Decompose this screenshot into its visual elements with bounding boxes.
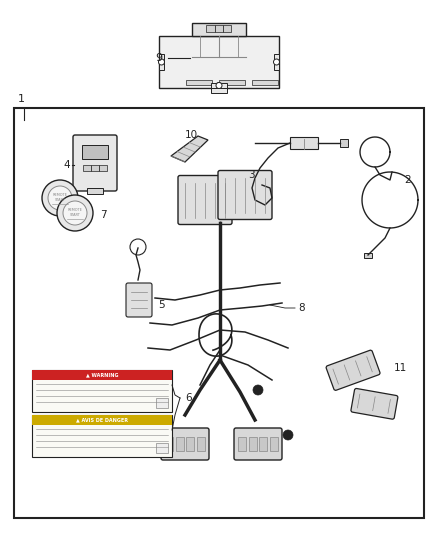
Text: ▲ AVIS DE DANGER: ▲ AVIS DE DANGER — [76, 417, 128, 423]
Polygon shape — [171, 136, 208, 162]
Bar — [270, 437, 278, 451]
Bar — [252, 80, 279, 85]
Bar — [215, 25, 223, 31]
Text: 2: 2 — [404, 175, 411, 185]
Bar — [99, 165, 107, 171]
Bar — [159, 36, 279, 88]
Text: ▲ WARNING: ▲ WARNING — [86, 373, 118, 377]
Text: 4: 4 — [63, 160, 70, 170]
FancyBboxPatch shape — [73, 135, 117, 191]
Text: 9: 9 — [155, 53, 162, 63]
Bar — [206, 25, 215, 31]
FancyBboxPatch shape — [326, 350, 380, 390]
Bar — [274, 54, 279, 70]
Circle shape — [216, 83, 222, 88]
Bar — [219, 80, 245, 85]
Bar — [32, 415, 172, 457]
FancyBboxPatch shape — [161, 428, 209, 460]
Bar — [186, 437, 194, 451]
FancyBboxPatch shape — [218, 171, 272, 220]
Text: 6: 6 — [185, 393, 192, 403]
Text: START: START — [70, 213, 81, 217]
Bar — [165, 437, 173, 451]
Text: 10: 10 — [185, 130, 198, 140]
Circle shape — [273, 59, 279, 65]
Bar — [156, 398, 168, 408]
Bar — [340, 139, 348, 147]
Bar — [83, 165, 91, 171]
Bar — [32, 370, 172, 412]
Bar — [259, 437, 267, 451]
Bar — [364, 253, 372, 258]
Bar — [238, 437, 246, 451]
Bar — [32, 415, 172, 425]
Bar — [290, 137, 318, 149]
Bar — [176, 437, 184, 451]
Circle shape — [63, 201, 87, 225]
Circle shape — [283, 430, 293, 440]
Circle shape — [216, 83, 222, 88]
Bar — [211, 88, 227, 93]
Circle shape — [57, 195, 93, 231]
Text: 7: 7 — [100, 210, 106, 220]
Bar — [223, 25, 231, 31]
Circle shape — [130, 239, 146, 255]
FancyBboxPatch shape — [234, 428, 282, 460]
Text: REMOTE: REMOTE — [67, 208, 82, 212]
Text: 8: 8 — [298, 303, 304, 313]
Bar — [197, 437, 205, 451]
Text: 11: 11 — [394, 363, 407, 373]
Bar — [82, 145, 108, 159]
Circle shape — [253, 385, 263, 395]
Bar — [192, 23, 246, 36]
Circle shape — [42, 180, 78, 216]
Text: 5: 5 — [158, 300, 165, 310]
Bar — [14, 108, 424, 518]
Bar — [91, 165, 99, 171]
Bar — [87, 188, 103, 194]
Text: 3: 3 — [248, 170, 254, 180]
FancyBboxPatch shape — [126, 283, 152, 317]
FancyBboxPatch shape — [178, 175, 232, 224]
Circle shape — [159, 59, 165, 65]
Bar — [156, 443, 168, 453]
Circle shape — [48, 186, 72, 210]
Bar — [186, 80, 212, 85]
Text: START: START — [55, 198, 65, 202]
Bar — [249, 437, 257, 451]
Bar — [211, 83, 227, 88]
Bar — [159, 54, 164, 70]
FancyBboxPatch shape — [351, 389, 398, 419]
Bar — [32, 370, 172, 380]
Text: REMOTE: REMOTE — [53, 193, 67, 197]
Text: 1: 1 — [18, 94, 25, 104]
Bar — [259, 201, 265, 207]
